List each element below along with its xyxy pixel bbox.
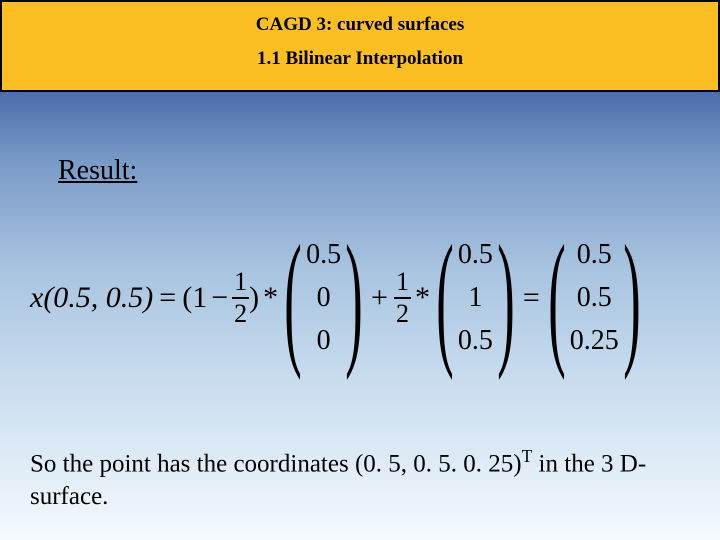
term2-vec-1: 1 [468, 284, 482, 312]
term1-vec-1: 0 [317, 284, 331, 312]
result-vector-col: 0.5 0.5 0.25 [568, 233, 621, 363]
result-heading: Result: [58, 155, 137, 187]
term1-frac-num: 1 [232, 269, 249, 297]
term2-frac-num: 1 [394, 269, 411, 297]
conclusion-prefix: So the point has the coordinates (0. 5, … [30, 450, 522, 477]
term1-paren-open: ( [182, 281, 192, 315]
conclusion-text: So the point has the coordinates (0. 5, … [30, 445, 690, 513]
slide-title: CAGD 3: curved surfaces [2, 14, 718, 36]
paren-right-icon: ) [623, 223, 640, 373]
paren-right-icon: ) [497, 223, 514, 373]
term2-vec-0: 0.5 [458, 241, 493, 269]
term1-vector: ( 0.5 0 0 ) [282, 223, 365, 373]
term2-vector-col: 0.5 1 0.5 [456, 233, 495, 363]
equation-block: x(0.5, 0.5) = ( 1 − 1 2 ) * ( 0.5 0 0 ) … [30, 218, 710, 378]
equation-row: x(0.5, 0.5) = ( 1 − 1 2 ) * ( 0.5 0 0 ) … [30, 218, 710, 378]
equals-sign-2: = [517, 281, 546, 315]
result-vec-1: 0.5 [577, 284, 612, 312]
term1-vector-col: 0.5 0 0 [304, 233, 343, 363]
result-vec-2: 0.25 [570, 327, 619, 355]
result-vector: ( 0.5 0.5 0.25 ) [546, 223, 643, 373]
term2-vec-2: 0.5 [458, 327, 493, 355]
paren-left-icon: ( [548, 223, 565, 373]
paren-left-icon: ( [284, 223, 301, 373]
lhs-function: x(0.5, 0.5) [30, 281, 153, 315]
term2-vector: ( 0.5 1 0.5 ) [434, 223, 517, 373]
term2-frac-den: 2 [394, 297, 411, 327]
term2-times: * [411, 281, 434, 315]
conclusion-sup: T [522, 446, 533, 466]
result-vec-0: 0.5 [577, 241, 612, 269]
term2-fraction: 1 2 [394, 269, 411, 327]
paren-left-icon: ( [436, 223, 453, 373]
plus-sign: + [365, 281, 394, 315]
header-bar: CAGD 3: curved surfaces 1.1 Bilinear Int… [0, 0, 720, 92]
term1-frac-den: 2 [232, 297, 249, 327]
term1-vec-2: 0 [317, 327, 331, 355]
term1-one: 1 [192, 281, 207, 315]
term1-fraction: 1 2 [232, 269, 249, 327]
term1-vec-0: 0.5 [306, 241, 341, 269]
slide: CAGD 3: curved surfaces 1.1 Bilinear Int… [0, 0, 720, 540]
equals-sign-1: = [153, 281, 182, 315]
slide-subtitle: 1.1 Bilinear Interpolation [2, 48, 718, 70]
paren-right-icon: ) [345, 223, 362, 373]
term1-paren-close: ) [249, 281, 259, 315]
term1-minus: − [207, 281, 232, 315]
term1-times: * [259, 281, 282, 315]
